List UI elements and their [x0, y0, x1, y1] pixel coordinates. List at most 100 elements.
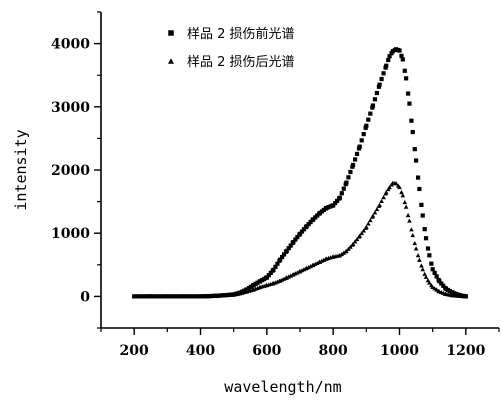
data-point-triangle [387, 184, 392, 190]
data-point-square [333, 201, 338, 206]
data-point-square [291, 239, 296, 245]
data-point-triangle [364, 224, 369, 229]
data-point-triangle [337, 253, 343, 258]
legend-marker-triangle [168, 58, 174, 64]
data-point-square [419, 202, 424, 207]
data-point-triangle [377, 202, 382, 207]
data-point-square [415, 175, 421, 180]
data-point-square [299, 229, 305, 234]
data-point-square [412, 147, 417, 152]
data-point-square [409, 118, 414, 123]
legend-label: 样品 2 损伤后光谱 [187, 55, 295, 70]
data-point-triangle [341, 250, 347, 255]
data-point-square [264, 275, 269, 280]
data-point-square [429, 261, 434, 266]
data-point-triangle [403, 204, 409, 209]
data-point-square [346, 175, 351, 180]
series-before-damage [132, 47, 468, 299]
data-point-triangle [409, 227, 414, 232]
data-point-square [379, 76, 384, 82]
data-point-square [439, 281, 444, 286]
data-point-square [335, 198, 340, 203]
data-point-square [295, 235, 300, 240]
data-point-square [384, 63, 389, 68]
data-point-triangle [402, 200, 408, 205]
data-point-square [427, 253, 432, 258]
data-point-square [352, 157, 358, 162]
data-point-square [400, 57, 405, 62]
data-point-triangle [419, 263, 424, 268]
data-point-triangle [344, 248, 349, 253]
y-tick-label: 0 [80, 289, 90, 305]
data-point-triangle [368, 217, 373, 223]
data-point-triangle [348, 244, 353, 249]
x-tick-label: 400 [186, 343, 215, 359]
x-tick-label: 800 [319, 343, 348, 359]
data-point-square [344, 180, 349, 185]
data-point-square [364, 123, 369, 128]
data-point-square [357, 144, 362, 149]
data-point-square [370, 103, 376, 108]
data-point-triangle [405, 212, 411, 218]
data-point-square [331, 203, 336, 208]
data-point-square [350, 162, 356, 168]
data-point-square [407, 101, 412, 106]
data-point-triangle [399, 189, 404, 195]
data-point-square [399, 53, 404, 58]
data-point-triangle [412, 240, 418, 246]
data-point-square [420, 213, 425, 218]
data-point-square [425, 246, 431, 251]
data-point-square [434, 274, 439, 279]
data-point-triangle [422, 271, 428, 276]
data-point-triangle [410, 233, 416, 238]
data-point-triangle [463, 294, 469, 299]
data-point-triangle [379, 198, 384, 204]
y-tick-label: 3000 [51, 100, 90, 116]
axes: 200 400 600 800 1000 1200 0 1000 2000 3000 4000 [51, 11, 500, 359]
data-point-square [437, 279, 442, 284]
data-point-triangle [397, 184, 402, 190]
y-tick-label: 1000 [51, 226, 90, 242]
data-point-triangle [374, 206, 380, 212]
data-point-square [402, 68, 407, 73]
data-point-square [423, 236, 429, 241]
data-point-triangle [381, 195, 386, 200]
legend-marker-square [168, 30, 174, 36]
data-point-square [361, 132, 366, 137]
x-tick-label: 1200 [446, 343, 485, 359]
data-point-triangle [407, 218, 412, 223]
data-point-square [273, 264, 278, 269]
data-point-square [404, 76, 409, 81]
data-point-square [286, 246, 291, 251]
series-after-damage [131, 180, 469, 299]
legend-label: 样品 2 损伤前光谱 [187, 26, 295, 42]
data-point-square [284, 248, 289, 253]
x-tick-label: 1000 [380, 343, 419, 359]
data-point-square [266, 273, 271, 278]
data-point-square [374, 90, 380, 96]
data-point-triangle [383, 190, 389, 195]
data-point-square [441, 283, 446, 288]
data-point-triangle [372, 210, 378, 215]
data-point-triangle [361, 228, 366, 233]
data-point-square [268, 270, 273, 275]
data-point-square [406, 91, 411, 96]
data-point-triangle [415, 253, 421, 258]
data-point-square [387, 54, 392, 59]
data-point-square [297, 231, 303, 236]
data-point-square [386, 57, 391, 63]
x-tick-label: 600 [252, 343, 281, 359]
y-tick-label: 4000 [51, 37, 90, 53]
data-point-square [377, 82, 382, 87]
data-point-square [410, 129, 415, 135]
data-point-square [413, 158, 419, 163]
data-point-triangle [357, 233, 362, 238]
data-point-square [381, 71, 386, 76]
y-tick-label: 2000 [51, 163, 90, 179]
x-axis-title: wavelength/nm [224, 378, 341, 396]
data-point-square [422, 227, 427, 232]
x-tick-label: 200 [120, 343, 149, 359]
data-point-square [430, 267, 435, 272]
data-point-square [279, 254, 285, 260]
